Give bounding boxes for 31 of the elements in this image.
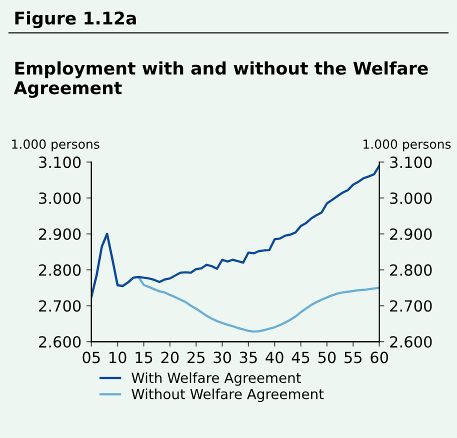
y-tick-label: 2.700 — [39, 300, 81, 312]
y2-tick-label: 2.900 — [390, 228, 432, 240]
x-tick-label: 50 — [318, 352, 336, 364]
legend-label: With Welfare Agreement — [132, 372, 301, 386]
y2-tick-label: 3.000 — [390, 192, 432, 204]
x-tick-label: 55 — [344, 352, 362, 364]
y-axis-title: 1.000 persons — [12, 139, 100, 152]
y-tick-label: 2.600 — [39, 336, 81, 348]
x-tick-label: 40 — [266, 352, 284, 364]
y2-tick-label: 3.100 — [390, 156, 432, 168]
x-tick-label: 30 — [214, 352, 231, 364]
x-tick-label: 60 — [370, 352, 388, 364]
y-tick-label: 2.900 — [39, 228, 81, 240]
legend-label: Without Welfare Agreement — [132, 388, 324, 402]
x-tick-label: 20 — [161, 352, 179, 364]
y2-axis-title: 1.000 persons — [364, 139, 451, 152]
y-tick-label: 3.000 — [39, 192, 81, 204]
x-tick-label: 45 — [292, 352, 310, 364]
y2-tick-label: 2.600 — [390, 336, 432, 348]
line-series — [91, 164, 380, 298]
x-tick-label: 25 — [187, 352, 204, 364]
x-tick-label: 05 — [82, 352, 100, 364]
y-tick-label: 3.100 — [39, 156, 81, 168]
chart-subtitle: Employment with and without the Welfare Agreement — [14, 61, 428, 98]
y-tick-label: 2.800 — [39, 264, 81, 276]
chart-title: Figure 1.12a — [15, 11, 136, 28]
x-tick-label: 15 — [136, 352, 152, 364]
y2-tick-label: 2.800 — [390, 264, 432, 276]
y2-tick-label: 2.700 — [390, 300, 432, 312]
x-tick-label: 35 — [240, 352, 257, 364]
x-tick-label: 10 — [110, 352, 126, 364]
